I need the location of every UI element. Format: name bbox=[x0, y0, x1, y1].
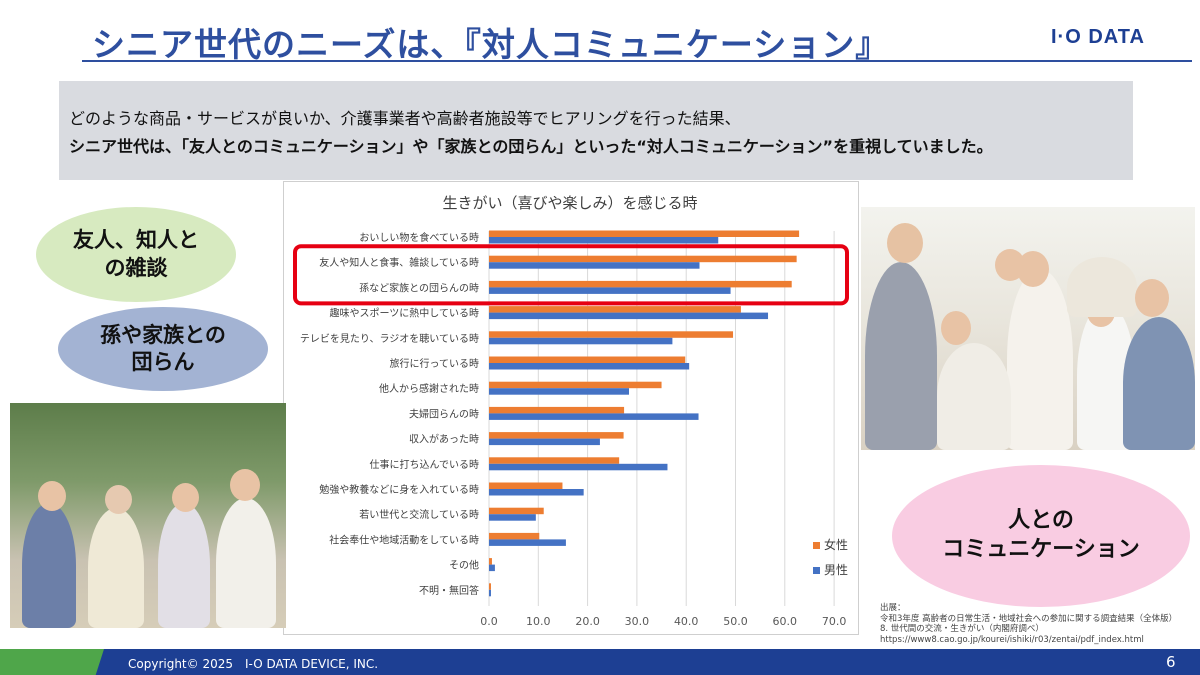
x-tick-label: 10.0 bbox=[526, 615, 551, 628]
bar-male bbox=[489, 514, 536, 521]
bar-female bbox=[489, 583, 491, 590]
legend-swatch bbox=[813, 542, 820, 549]
source-line: 出展： bbox=[880, 603, 906, 613]
bar-female bbox=[489, 331, 734, 338]
x-tick-label: 70.0 bbox=[822, 615, 847, 628]
bubble-friends: 友人、知人と の雑談 bbox=[36, 207, 236, 302]
bar-female bbox=[489, 432, 624, 439]
legend-label: 男性 bbox=[824, 563, 848, 577]
legend-label: 女性 bbox=[824, 537, 848, 552]
bar-female bbox=[489, 482, 563, 489]
footer-accent bbox=[0, 649, 104, 675]
category-label: 孫など家族との団らんの時 bbox=[359, 281, 479, 294]
bar-chart: 生きがい（喜びや楽しみ）を感じる時 0.0 10.0 20.0 30.0 40.0 50.0… bbox=[293, 194, 849, 628]
bar-male bbox=[489, 363, 690, 370]
category-label: 旅行に行っている時 bbox=[390, 357, 480, 370]
summary-line-1: どのような商品・サービスが良いか、介護事業者や高齢者施設等でヒアリングを行った結… bbox=[69, 109, 741, 128]
category-label: 仕事に打ち込んでいる時 bbox=[370, 458, 480, 471]
summary-box: どのような商品・サービスが良いか、介護事業者や高齢者施設等でヒアリングを行った結… bbox=[59, 81, 1133, 180]
category-label: 他人から感謝された時 bbox=[379, 382, 479, 395]
source-line: 8. 世代間の交流・生きがい（内閣府調べ） bbox=[880, 624, 1044, 634]
source-line: https://www8.cao.go.jp/kourei/ishiki/r03… bbox=[880, 634, 1144, 645]
bar-female bbox=[489, 381, 662, 389]
source-citation: 出展： 令和3年度 高齢者の日常生活・地域社会への参加に関する調査結果（全体版） 8… bbox=[880, 603, 1177, 645]
bar-male bbox=[489, 262, 700, 269]
title-underline bbox=[82, 60, 1192, 62]
summary-line-2: シニア世代は、「友人とのコミュニケーション」や「家族との団らん」といった“対人コ… bbox=[69, 137, 993, 156]
bar-female bbox=[489, 406, 625, 414]
category-label: 趣味やスポーツに熱中している時 bbox=[330, 307, 480, 320]
bubble-friends-text: 友人、知人と の雑談 bbox=[73, 228, 199, 280]
x-tick-label: 0.0 bbox=[480, 615, 498, 628]
category-label: 社会奉仕や地域活動をしている時 bbox=[329, 533, 479, 546]
x-tick-label: 20.0 bbox=[575, 615, 600, 628]
bar-male bbox=[489, 312, 769, 320]
bar-male bbox=[489, 438, 600, 446]
chart-title: 生きがい（喜びや楽しみ）を感じる時 bbox=[442, 194, 697, 212]
bar-female bbox=[489, 306, 741, 313]
category-label: 若い世代と交流している時 bbox=[359, 508, 479, 521]
bar-male bbox=[489, 413, 699, 420]
category-label: おいしい物を食べている時 bbox=[359, 231, 479, 244]
bar-female bbox=[489, 230, 800, 237]
bar-female bbox=[489, 457, 620, 464]
category-label: 収入があった時 bbox=[409, 433, 479, 446]
category-label: 友人や知人と食事、雑談している時 bbox=[319, 256, 479, 269]
photo-family bbox=[861, 207, 1195, 450]
source-line: 令和3年度 高齢者の日常生活・地域社会への参加に関する調査結果（全体版） bbox=[880, 613, 1178, 624]
category-label: テレビを見たり、ラジオを聴いている時 bbox=[300, 333, 479, 345]
footer-bar bbox=[0, 649, 1200, 675]
category-label: その他 bbox=[449, 559, 479, 572]
bar-male bbox=[489, 589, 491, 597]
bar-female bbox=[489, 356, 686, 363]
bar-male bbox=[489, 388, 630, 395]
slide-title: シニア世代のニーズは、『対人コミュニケーション』 bbox=[92, 25, 890, 64]
x-tick-label: 40.0 bbox=[674, 615, 699, 628]
photo-senior-women bbox=[10, 403, 286, 628]
bar-male bbox=[489, 489, 584, 496]
legend-swatch bbox=[813, 567, 820, 574]
bar-male bbox=[489, 564, 495, 572]
bar-male bbox=[489, 237, 719, 244]
bubble-people-text: 人との コミュニケーション bbox=[942, 508, 1140, 562]
x-tick-label: 30.0 bbox=[625, 615, 650, 628]
bar-female bbox=[489, 507, 544, 515]
category-label: 勉強や教養などに身を入れている時 bbox=[319, 483, 479, 496]
category-label: 夫婦団らんの時 bbox=[409, 408, 479, 420]
copyright: Copyright© 2025 I-O DATA DEVICE, INC. bbox=[128, 657, 379, 671]
bar-male bbox=[489, 539, 566, 546]
bubble-family-text: 孫や家族との 団らん bbox=[100, 322, 226, 374]
io-data-logo: I·O DATA bbox=[1051, 26, 1145, 48]
bar-female bbox=[489, 280, 792, 288]
bar-female bbox=[489, 532, 540, 540]
page-number: 6 bbox=[1166, 653, 1176, 671]
bar-male bbox=[489, 287, 731, 294]
x-tick-label: 50.0 bbox=[723, 615, 748, 628]
bubble-family: 孫や家族との 団らん bbox=[58, 307, 268, 391]
bar-male bbox=[489, 463, 668, 471]
bubble-people: 人との コミュニケーション bbox=[892, 465, 1190, 607]
bar-female bbox=[489, 558, 492, 565]
bar-male bbox=[489, 337, 673, 345]
category-label: 不明・無回答 bbox=[419, 584, 479, 597]
bar-female bbox=[489, 255, 797, 263]
x-tick-label: 60.0 bbox=[773, 615, 798, 628]
highlight-box bbox=[293, 244, 849, 306]
